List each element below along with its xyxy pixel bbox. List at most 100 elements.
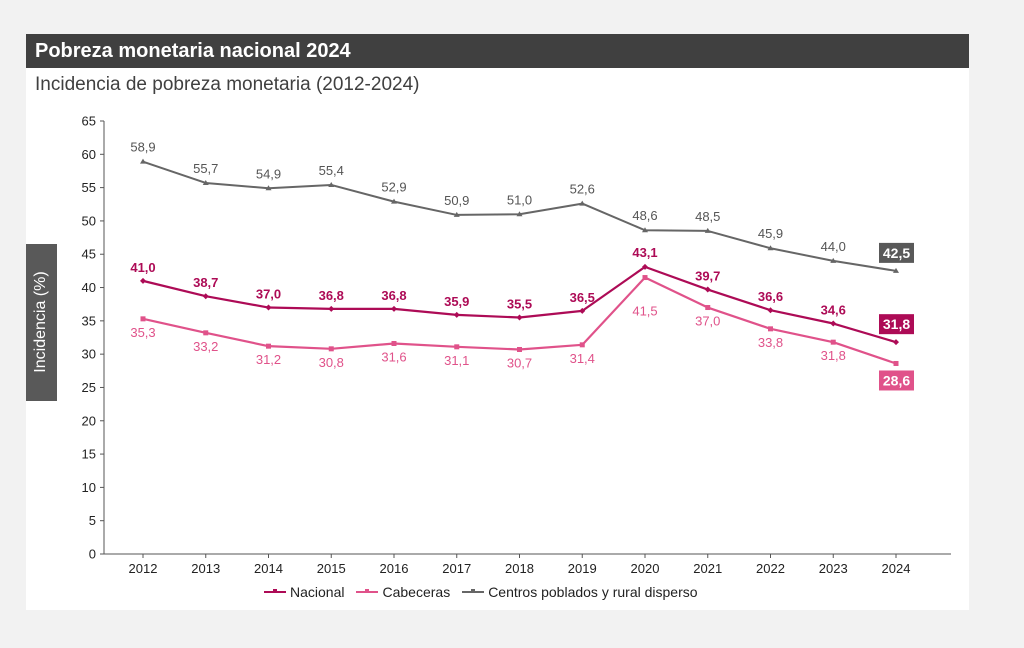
data-label-nacional: 31,8 [883, 316, 910, 332]
data-point-cabeceras [140, 316, 146, 322]
data-label-cabeceras: 35,3 [130, 325, 155, 340]
data-label-centros: 51,0 [507, 192, 532, 207]
chart-title: Pobreza monetaria nacional 2024 [26, 34, 969, 68]
x-tick-label: 2020 [631, 561, 660, 576]
y-tick-label: 35 [82, 313, 96, 328]
data-point-centros [265, 185, 272, 191]
x-tick-label: 2014 [254, 561, 283, 576]
data-label-cabeceras: 31,1 [444, 353, 469, 368]
legend-swatch-nacional [264, 589, 286, 593]
data-point-centros [516, 211, 523, 217]
data-label-centros: 45,9 [758, 226, 783, 241]
data-point-nacional [140, 277, 146, 284]
x-tick-label: 2013 [191, 561, 220, 576]
x-tick-label: 2017 [442, 561, 471, 576]
y-tick-label: 45 [82, 247, 96, 262]
data-label-nacional: 36,8 [381, 288, 406, 303]
data-point-nacional [893, 339, 899, 346]
data-point-centros [704, 227, 711, 233]
data-label-nacional: 34,6 [821, 303, 846, 318]
end-label-box-nacional [879, 314, 914, 335]
data-label-nacional: 35,9 [444, 294, 469, 309]
y-tick-label: 65 [82, 114, 96, 129]
data-point-nacional [265, 304, 272, 311]
legend-label-nacional: Nacional [290, 584, 345, 600]
legend-label-centros: Centros poblados y rural disperso [488, 584, 698, 600]
data-label-centros: 50,9 [444, 193, 469, 208]
x-tick-label: 2021 [693, 561, 722, 576]
data-point-cabeceras [203, 330, 209, 336]
data-label-cabeceras: 31,8 [821, 348, 846, 363]
data-point-nacional [642, 263, 648, 270]
data-point-centros [328, 181, 335, 187]
data-point-cabeceras [642, 275, 648, 281]
data-point-centros [830, 257, 837, 263]
data-label-centros: 58,9 [130, 140, 155, 155]
x-tick-label: 2018 [505, 561, 534, 576]
data-label-centros: 44,0 [821, 239, 846, 254]
data-label-centros: 55,4 [319, 163, 344, 178]
data-point-centros [767, 245, 774, 251]
data-point-centros [642, 227, 648, 233]
y-axis-label-box [26, 244, 57, 401]
legend-item-centros: Centros poblados y rural disperso [462, 584, 698, 600]
end-label-box-cabeceras [879, 370, 914, 391]
chart-card: Pobreza monetaria nacional 2024 Incidenc… [26, 34, 969, 610]
data-label-nacional: 39,7 [695, 269, 720, 284]
data-label-centros: 55,7 [193, 161, 218, 176]
data-point-nacional [830, 320, 837, 327]
y-tick-label: 55 [82, 180, 96, 195]
data-point-centros [140, 158, 146, 164]
x-tick-label: 2022 [756, 561, 785, 576]
data-point-centros [453, 211, 460, 217]
data-point-nacional [516, 314, 523, 321]
line-chart: 0 5 10 15 20 25 30 35 40 45 50 55 60 65 2012 2013 2014 20… [82, 114, 951, 576]
x-tick-label: 2012 [129, 561, 158, 576]
data-label-centros: 48,6 [632, 208, 657, 223]
data-point-cabeceras [328, 346, 334, 352]
data-label-cabeceras: 31,6 [381, 349, 406, 364]
data-label-nacional: 37,0 [256, 287, 281, 302]
legend: Nacional Cabeceras Centros poblados y ru… [264, 584, 704, 600]
data-label-cabeceras: 33,8 [758, 335, 783, 350]
data-point-nacional [579, 307, 586, 314]
data-label-centros: 48,5 [695, 209, 720, 224]
x-tick-label: 2023 [819, 561, 848, 576]
x-tick-label: 2024 [882, 561, 911, 576]
data-label-centros: 42,5 [883, 245, 910, 261]
data-point-centros [391, 198, 397, 204]
chart-subtitle: Incidencia de pobreza monetaria (2012-20… [35, 74, 420, 95]
y-tick-label: 50 [82, 213, 96, 228]
x-tick-label: 2019 [568, 561, 597, 576]
data-label-cabeceras: 30,7 [507, 355, 532, 370]
legend-swatch-cabeceras [356, 589, 379, 593]
y-tick-label: 20 [82, 413, 96, 428]
data-point-cabeceras [830, 339, 836, 345]
legend-item-nacional: Nacional [264, 584, 344, 600]
y-tick-label: 15 [82, 447, 96, 462]
y-tick-label: 0 [89, 547, 96, 562]
data-point-centros [579, 200, 586, 206]
data-point-cabeceras [454, 344, 460, 350]
y-tick-label: 10 [82, 480, 96, 495]
data-label-cabeceras: 31,4 [570, 351, 595, 366]
data-label-centros: 52,9 [381, 180, 406, 195]
x-tick-label: 2015 [317, 561, 346, 576]
legend-item-cabeceras: Cabeceras [356, 584, 450, 600]
data-point-cabeceras [517, 346, 522, 352]
data-point-nacional [704, 286, 711, 293]
y-tick-label: 40 [82, 280, 96, 295]
data-label-cabeceras: 28,6 [883, 372, 910, 388]
data-point-cabeceras [768, 326, 773, 332]
data-point-centros [893, 267, 899, 273]
data-label-cabeceras: 31,2 [256, 352, 281, 367]
data-point-nacional [328, 305, 335, 312]
data-point-nacional [202, 293, 209, 300]
data-label-nacional: 41,0 [130, 260, 155, 275]
data-label-centros: 54,9 [256, 166, 281, 181]
data-point-nacional [391, 305, 397, 312]
data-label-nacional: 36,8 [319, 288, 344, 303]
data-label-cabeceras: 30,8 [319, 355, 344, 370]
y-tick-label: 30 [82, 347, 96, 362]
data-label-nacional: 36,6 [758, 289, 783, 304]
